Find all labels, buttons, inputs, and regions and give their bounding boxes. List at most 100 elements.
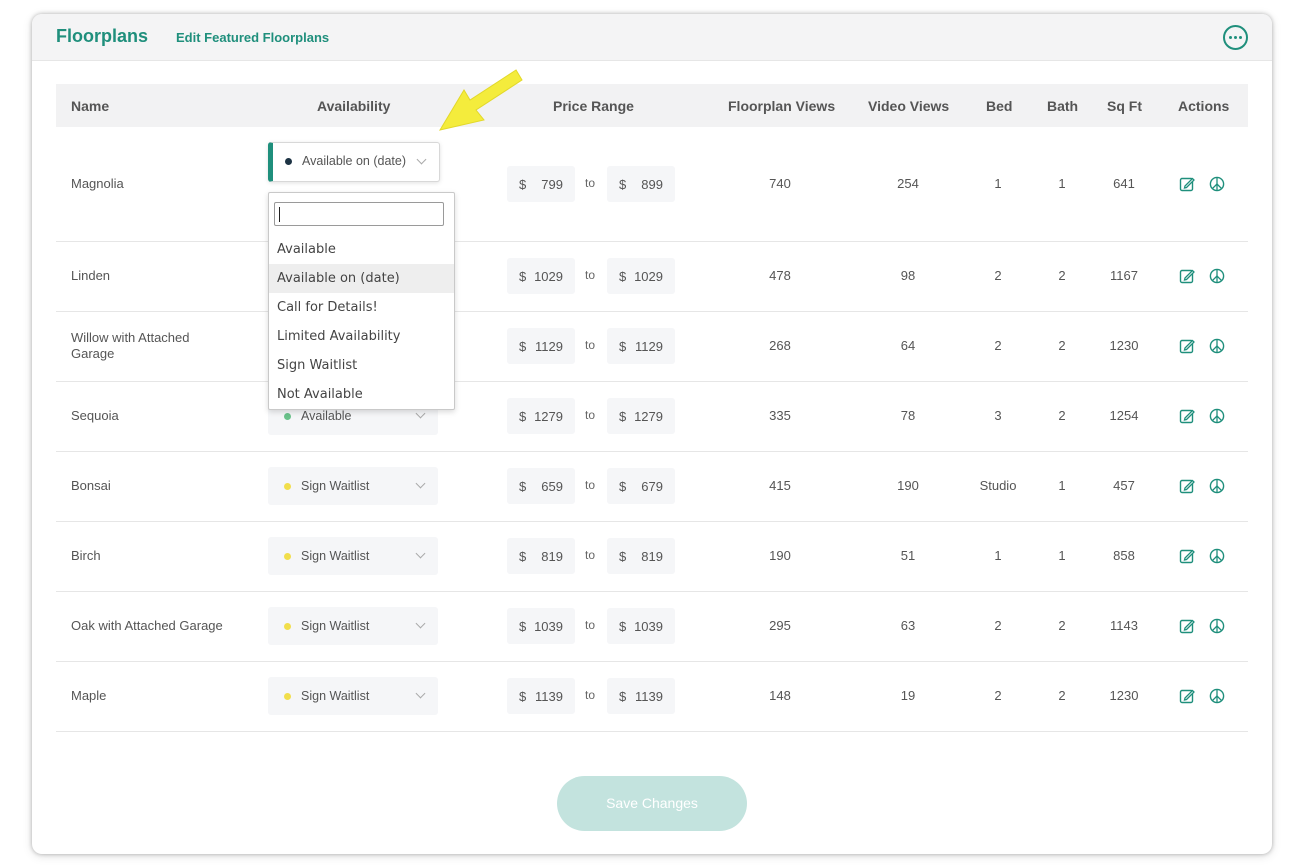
edit-icon[interactable] — [1179, 176, 1195, 192]
availability-select[interactable]: Sign Waitlist — [268, 677, 438, 715]
price-min-input[interactable]: $1029 — [507, 258, 575, 294]
square-feet: 1167 — [1110, 268, 1138, 283]
floorplan-name: Magnolia — [71, 176, 124, 191]
price-max-value: 899 — [641, 177, 663, 192]
price-min-input[interactable]: $1129 — [507, 328, 575, 364]
currency-symbol: $ — [619, 479, 627, 494]
dropdown-option[interactable]: Sign Waitlist — [277, 358, 358, 373]
price-to-label: to — [585, 688, 596, 702]
availability-select[interactable]: Available on (date) — [268, 142, 440, 182]
price-max-input[interactable]: $1029 — [607, 258, 675, 294]
peace-sign-icon[interactable] — [1209, 688, 1225, 704]
bath-count: 1 — [1058, 478, 1066, 493]
peace-sign-icon[interactable] — [1209, 268, 1225, 284]
chevron-down-icon — [416, 154, 427, 165]
price-max-input[interactable]: $1139 — [607, 678, 675, 714]
bed-count: Studio — [979, 478, 1017, 493]
price-max-input[interactable]: $1279 — [607, 398, 675, 434]
edit-icon[interactable] — [1179, 408, 1195, 424]
bed-count: 2 — [994, 688, 1002, 703]
availability-select[interactable]: Sign Waitlist — [268, 607, 438, 645]
price-max-value: 1039 — [634, 619, 663, 634]
currency-symbol: $ — [519, 479, 527, 494]
video-views: 19 — [900, 688, 916, 703]
peace-sign-icon[interactable] — [1209, 548, 1225, 564]
price-max-input[interactable]: $899 — [607, 166, 675, 202]
price-min-input[interactable]: $1279 — [507, 398, 575, 434]
price-min-value: 1139 — [535, 689, 563, 704]
currency-symbol: $ — [519, 409, 527, 424]
edit-icon[interactable] — [1179, 478, 1195, 494]
bath-count: 2 — [1058, 408, 1066, 423]
price-min-input[interactable]: $659 — [507, 468, 575, 504]
peace-sign-icon[interactable] — [1209, 176, 1225, 192]
edit-icon[interactable] — [1179, 688, 1195, 704]
status-dot — [284, 483, 291, 490]
save-changes-button[interactable]: Save Changes — [557, 776, 747, 831]
bed-count: 1 — [994, 176, 1002, 191]
currency-symbol: $ — [619, 619, 627, 634]
price-min-input[interactable]: $1139 — [507, 678, 575, 714]
availability-select[interactable]: Sign Waitlist — [268, 467, 438, 505]
column-header-name: Name — [71, 98, 110, 114]
edit-icon[interactable] — [1179, 618, 1195, 634]
more-dots-icon[interactable] — [1223, 25, 1248, 50]
table-row: Linden $1029 to $1029 478 98 2 2 1167 — [56, 241, 1248, 312]
video-views: 64 — [900, 338, 916, 353]
dropdown-option[interactable]: Call for Details! — [277, 300, 378, 315]
dropdown-option[interactable]: Available — [277, 242, 336, 257]
dropdown-search-input[interactable] — [274, 202, 444, 226]
price-max-value: 1139 — [635, 689, 663, 704]
currency-symbol: $ — [519, 177, 527, 192]
dropdown-option[interactable]: Not Available — [277, 387, 363, 402]
availability-value: Available on (date) — [302, 154, 407, 168]
price-max-value: 1279 — [634, 409, 663, 424]
video-views: 190 — [897, 478, 919, 493]
price-max-value: 819 — [641, 549, 663, 564]
bed-count: 3 — [994, 408, 1002, 423]
table-row: Oak with Attached Garage Sign Waitlist $10… — [56, 591, 1248, 662]
price-min-input[interactable]: $799 — [507, 166, 575, 202]
edit-icon[interactable] — [1179, 548, 1195, 564]
table-header: Name Availability Price Range Floorplan … — [56, 84, 1248, 127]
price-min-value: 1029 — [534, 269, 563, 284]
square-feet: 641 — [1113, 176, 1135, 191]
square-feet: 1230 — [1109, 688, 1139, 703]
square-feet: 1230 — [1109, 338, 1139, 353]
page-title: Floorplans — [56, 26, 149, 46]
edit-icon[interactable] — [1179, 268, 1195, 284]
edit-icon[interactable] — [1179, 338, 1195, 354]
status-dot — [284, 413, 291, 420]
table-row: Magnolia Available on (date) $799 to $899 740… — [56, 127, 1248, 242]
floorplan-views: 740 — [769, 176, 791, 191]
floorplan-name: Oak with Attached Garage — [71, 618, 223, 633]
price-min-input[interactable]: $819 — [507, 538, 575, 574]
price-to-label: to — [585, 338, 596, 352]
price-min-value: 1129 — [535, 339, 563, 354]
dropdown-option[interactable]: Limited Availability — [277, 329, 401, 344]
price-max-input[interactable]: $679 — [607, 468, 675, 504]
status-dot — [284, 693, 291, 700]
peace-sign-icon[interactable] — [1209, 338, 1225, 354]
bed-count: 2 — [994, 338, 1002, 353]
edit-featured-floorplans-link[interactable]: Edit Featured Floorplans — [176, 30, 330, 45]
column-header-bed: Bed — [986, 98, 1013, 114]
column-header-floorplan-views: Floorplan Views — [728, 98, 836, 114]
availability-select[interactable]: Sign Waitlist — [268, 537, 438, 575]
annotation-arrow-icon — [438, 69, 523, 131]
price-max-input[interactable]: $1039 — [607, 608, 675, 644]
floorplan-views: 295 — [769, 618, 791, 633]
column-header-price-range: Price Range — [553, 98, 634, 114]
peace-sign-icon[interactable] — [1209, 408, 1225, 424]
price-min-input[interactable]: $1039 — [507, 608, 575, 644]
chevron-down-icon — [415, 688, 426, 699]
dropdown-option[interactable]: Available on (date) — [269, 264, 454, 293]
peace-sign-icon[interactable] — [1209, 478, 1225, 494]
currency-symbol: $ — [619, 177, 627, 192]
price-max-input[interactable]: $1129 — [607, 328, 675, 364]
price-max-value: 1029 — [634, 269, 663, 284]
square-feet: 457 — [1113, 478, 1135, 493]
peace-sign-icon[interactable] — [1209, 618, 1225, 634]
price-max-input[interactable]: $819 — [607, 538, 675, 574]
price-to-label: to — [585, 176, 596, 190]
